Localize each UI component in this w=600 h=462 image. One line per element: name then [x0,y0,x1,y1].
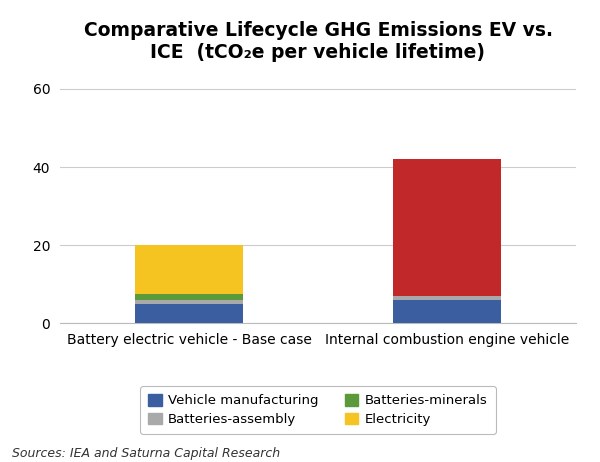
Bar [135,300,243,304]
Bar [393,300,501,323]
Bar [393,296,501,300]
Bar [135,304,243,323]
Bar [135,245,243,294]
Text: Sources: IEA and Saturna Capital Research: Sources: IEA and Saturna Capital Researc… [12,447,280,460]
Bar [135,294,243,300]
Bar [393,159,501,296]
Legend: Vehicle manufacturing, Batteries-assembly, Batteries-minerals, Electricity: Vehicle manufacturing, Batteries-assembl… [140,386,496,434]
Title: Comparative Lifecycle GHG Emissions EV vs.
ICE  (tCO₂e per vehicle lifetime): Comparative Lifecycle GHG Emissions EV v… [83,21,553,62]
